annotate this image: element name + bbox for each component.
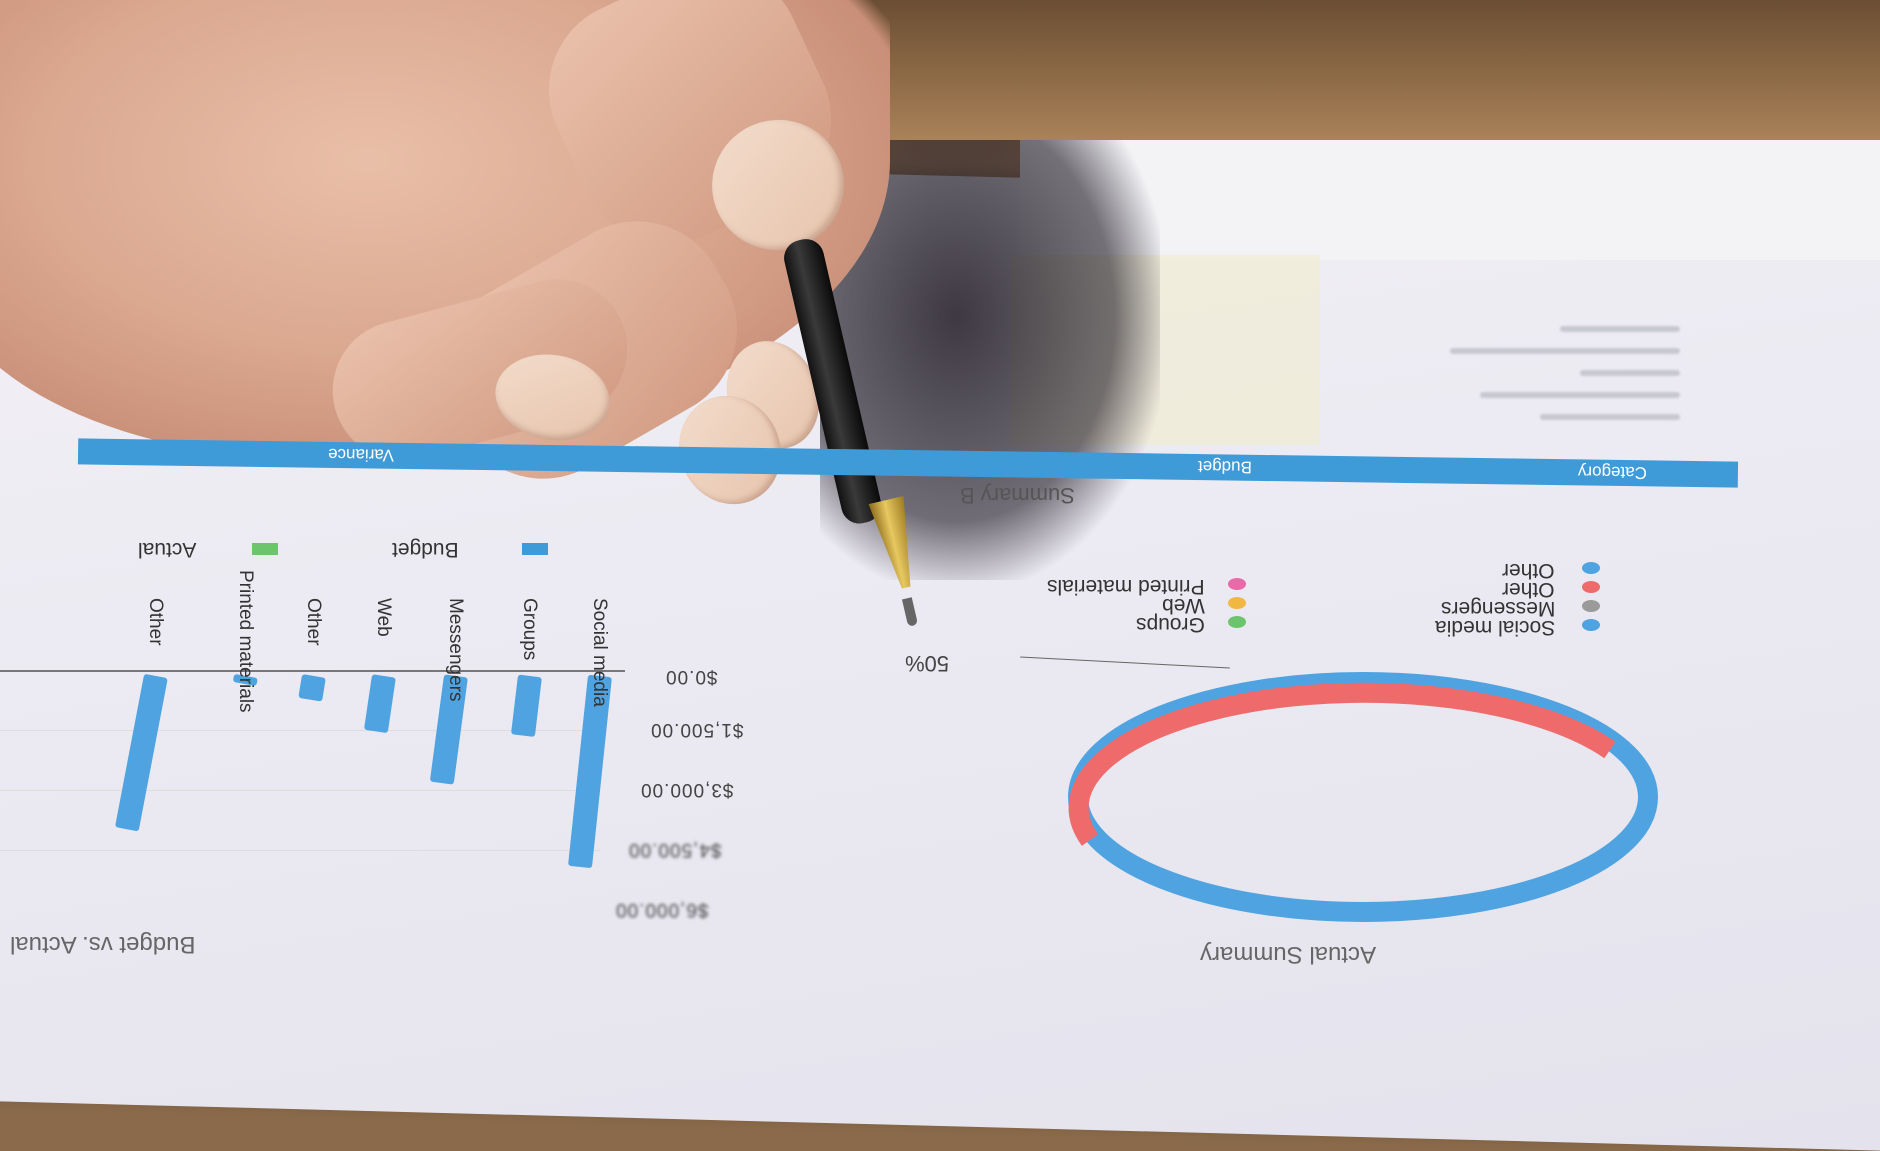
category-label: Printed materials [235, 570, 256, 713]
legend-label: Other [1502, 559, 1555, 582]
legend-budget-swatch [522, 543, 548, 555]
y-tick-label: $3,000.00 [640, 779, 734, 800]
gridline [0, 850, 600, 851]
bar-chart-title: Budget vs. Actual [10, 931, 196, 958]
table-row-placeholder [1560, 326, 1680, 332]
legend-budget: Budget [392, 538, 459, 561]
gridline [0, 730, 600, 731]
header-budget: Budget [1197, 457, 1252, 477]
summary-title: Summary B [960, 483, 1075, 508]
y-tick-label: $4,500.00 [628, 839, 722, 860]
legend-dot [1582, 619, 1600, 631]
category-label: Messengers [445, 598, 466, 702]
legend-actual: Actual [138, 538, 197, 561]
legend-actual-swatch [252, 543, 278, 555]
header-category: Category [1577, 462, 1648, 483]
table-row-placeholder [1480, 392, 1680, 398]
gridline [0, 790, 600, 791]
table-row-placeholder [1450, 348, 1680, 354]
donut-chart [1068, 672, 1658, 922]
header-variance: Variance [327, 444, 395, 465]
legend-dot [1582, 581, 1600, 593]
table-row-placeholder [1580, 370, 1680, 376]
category-label: Groups [519, 598, 540, 661]
legend-dot [1228, 597, 1246, 609]
donut-segment-red [1068, 682, 1616, 846]
donut-title: Actual Summary [1200, 941, 1377, 968]
y-tick-label: $6,000.00 [615, 899, 709, 920]
legend-dot [1582, 562, 1600, 574]
legend-dot [1228, 578, 1246, 590]
legend-dot [1228, 616, 1246, 628]
legend-dot [1582, 600, 1600, 612]
table-row-placeholder [1540, 414, 1680, 420]
category-label: Social media [589, 598, 610, 707]
bar [298, 674, 326, 702]
y-tick-label: $0.00 [665, 666, 718, 687]
category-label: Web [373, 598, 394, 637]
category-label: Other [303, 598, 324, 646]
table-right-rows [1430, 310, 1710, 436]
bar-chart-baseline [0, 670, 625, 672]
donut-percent-label: 50% [905, 651, 950, 676]
category-label: Other [145, 598, 166, 646]
paper-top-edge [1020, 140, 1880, 260]
y-tick-label: $1,500.00 [650, 719, 744, 740]
